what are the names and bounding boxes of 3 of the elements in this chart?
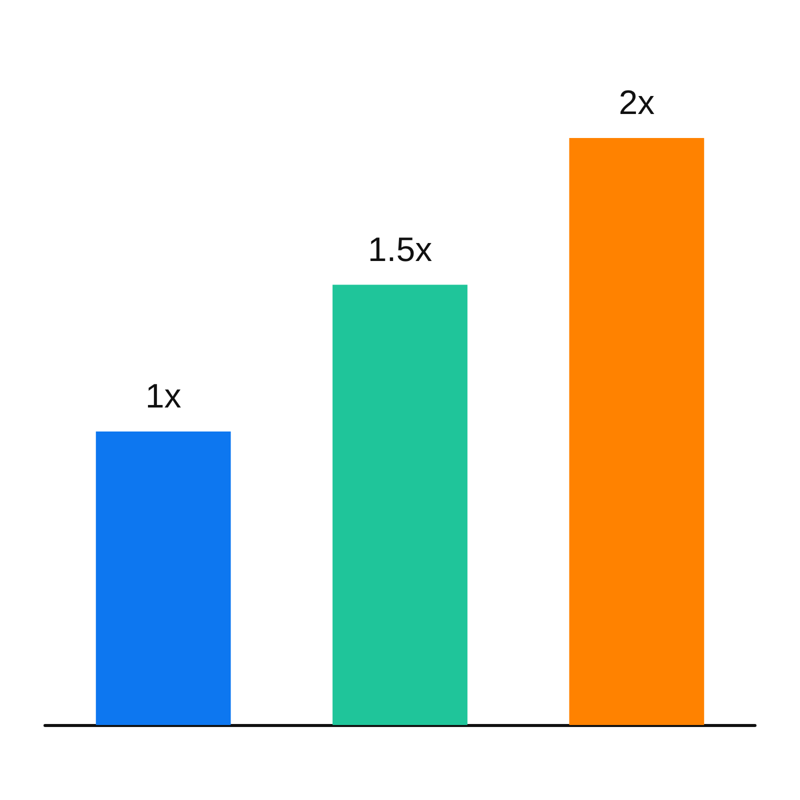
data-label: 2x <box>618 84 655 122</box>
data-label: 1x <box>145 378 182 416</box>
data-label: 1.5x <box>368 230 432 269</box>
